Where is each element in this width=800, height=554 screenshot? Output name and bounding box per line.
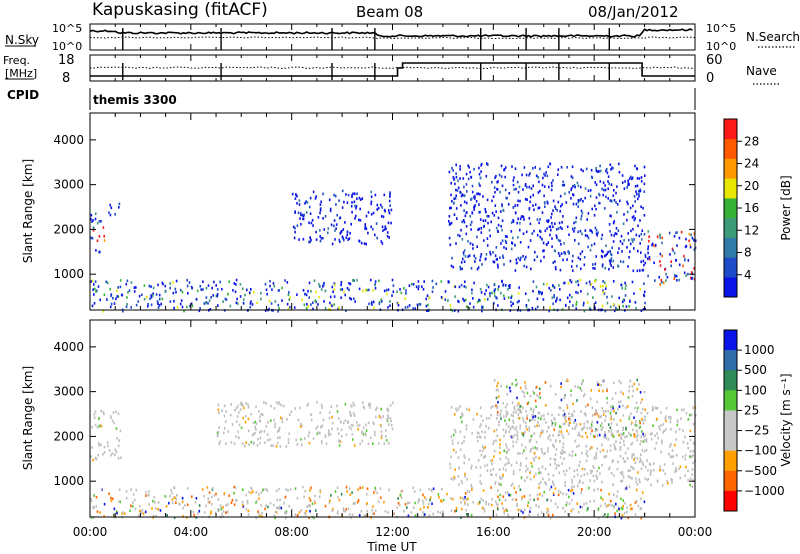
noise-tick-high-left: 10^5 [52,22,82,35]
freq-unit: [MHz] [5,67,37,80]
velocity-panel-frame [90,320,695,517]
beam-title: Beam 08 [356,3,423,21]
noise-search-line [90,37,695,39]
y-tick-label: 4000 [53,340,84,354]
power-colorbar: 4 8 12 16 20 24 28 Power [dB] [724,119,793,297]
y-tick-label: 2000 [53,429,84,443]
freq-tick-8: 8 [62,71,70,86]
freq-label: Freq. [3,54,30,67]
y-tick-label: 2000 [53,222,84,236]
colorbar-tick-label: −500 [744,464,777,478]
power-y-axis: 1000 2000 3000 4000 [53,133,695,281]
colorbar-tick-label: −1000 [744,484,785,498]
freq-tick-18: 18 [58,53,75,68]
y-tick-label: 3000 [53,178,84,192]
colorbar-tick-label: 25 [744,403,759,417]
noise-sky-line [90,29,693,37]
power-panel: 1000 2000 3000 4000 Slant Range [km] [21,113,697,313]
y-tick-label: 1000 [53,267,84,281]
frequency-panel: Freq. [MHz] 18 8 60 0 Nave [3,53,780,86]
x-axis-label: Time UT [366,540,417,554]
colorbar-tick-label: −100 [744,444,777,458]
cpid-label: CPID [7,88,39,102]
date-title: 08/Jan/2012 [588,3,679,21]
x-tick-label: 20:00 [577,525,612,539]
noise-tick-low-left: 10^0 [52,40,82,53]
x-tick-label: 00:00 [678,525,713,539]
power-colorbar-label: Power [dB] [779,175,793,240]
colorbar-tick-label: 4 [744,268,752,282]
y-tick-label: 1000 [53,474,84,488]
velocity-scatter [90,378,697,519]
nave-tick-60: 60 [706,53,723,68]
time-axis-labels: 00:00 04:00 08:00 12:00 16:00 20:00 00:00 [73,525,713,539]
colorbar-tick-label: 20 [744,179,759,193]
nave-line [90,67,695,68]
y-tick-label: 3000 [53,385,84,399]
x-tick-label: 12:00 [375,525,410,539]
x-tick-label: 00:00 [73,525,108,539]
colorbar-tick-label: 28 [744,134,759,148]
colorbar-tick-label: 12 [744,223,759,237]
nave-label: Nave [746,64,777,78]
nave-tick-0: 0 [706,71,714,86]
velocity-colorbar-label: Velocity [m s⁻¹] [779,373,793,466]
velocity-colorbar: 1000 500 100 25 −25 −100 −500 −1000 Velocity [m… [724,330,793,511]
colorbar-tick-label: 1000 [744,343,775,357]
power-scatter [90,162,696,312]
colorbar-tick-label: 16 [744,201,759,215]
velocity-y-axis: 1000 2000 3000 4000 [53,340,695,488]
cpid-value: themis 3300 [93,93,177,107]
x-tick-label: 08:00 [274,525,309,539]
colorbar-tick-label: 24 [744,157,759,171]
colorbar-tick-label: 8 [744,246,752,260]
velocity-x-ticks [90,320,695,517]
noise-left-label: N.Sky [5,33,39,47]
frequency-line [90,63,695,76]
colorbar-tick-label: −25 [744,424,769,438]
radar-summary-figure: Kapuskasing (fitACF) Beam 08 08/Jan/2012… [0,0,800,554]
colorbar-tick-label: 500 [744,363,767,377]
noise-tick-low-right: 10^0 [706,40,736,53]
noise-right-label: N.Search [746,30,800,44]
x-tick-label: 04:00 [174,525,209,539]
velocity-y-axis-label: Slant Range [km] [21,366,35,470]
station-title: Kapuskasing (fitACF) [92,0,268,20]
noise-panel: N.Sky 10^5 10^0 10^5 10^0 N.Search [5,22,800,53]
velocity-panel: 1000 2000 3000 4000 Slant Range [km] [21,320,697,520]
y-tick-label: 4000 [53,133,84,147]
noise-spikes [90,24,695,50]
colorbar-tick-label: 100 [744,383,767,397]
x-tick-label: 16:00 [476,525,511,539]
power-y-axis-label: Slant Range [km] [21,159,35,263]
noise-tick-high-right: 10^5 [706,22,736,35]
